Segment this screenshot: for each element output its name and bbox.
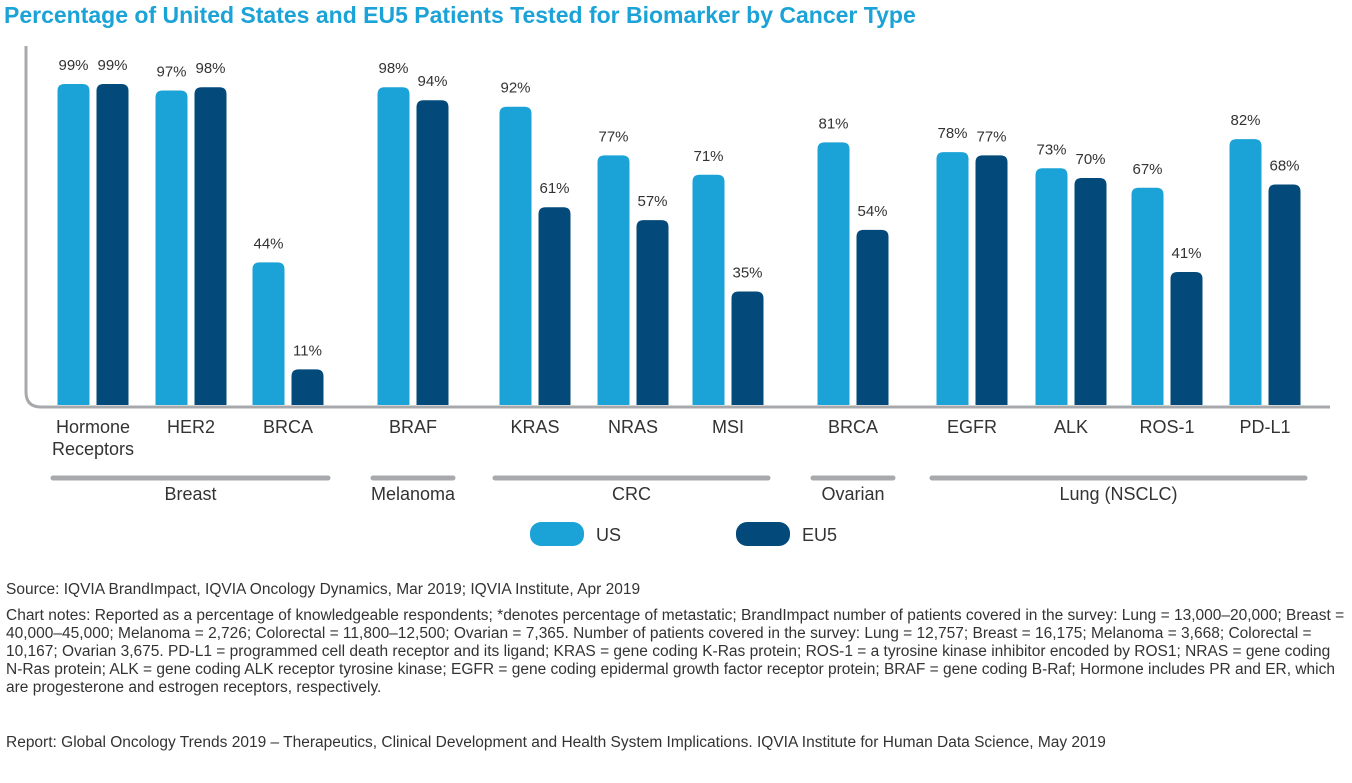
value-label-us-7: 81%: [818, 115, 848, 132]
bar-eu5-her2-1: [194, 87, 227, 405]
tick-label-0-0: Hormone: [56, 417, 130, 437]
bar-us-msi-6: [692, 174, 725, 405]
legend-label-us: US: [596, 525, 621, 545]
bar-us-pd-l1-11: [1229, 139, 1262, 405]
value-label-eu5-2: 11%: [293, 342, 322, 359]
value-label-eu5-11: 68%: [1269, 158, 1299, 175]
value-label-us-2: 44%: [253, 235, 283, 252]
value-label-us-11: 82%: [1230, 112, 1260, 129]
bar-us-kras-4: [499, 106, 532, 406]
value-label-us-10: 67%: [1132, 161, 1162, 178]
value-label-us-1: 97%: [156, 63, 186, 80]
bar-us-braf-3: [377, 87, 410, 405]
tick-label-1-0: HER2: [167, 417, 215, 437]
bar-eu5-brca-2: [291, 369, 324, 405]
tick-label-4-0: KRAS: [510, 417, 559, 437]
report-note: Report: Global Oncology Trends 2019 – Th…: [6, 734, 1106, 751]
tick-label-10-0: ROS-1: [1139, 417, 1194, 437]
bar-eu5-brca-7: [856, 229, 889, 405]
bar-us-hormone-receptors-0: [57, 84, 90, 405]
value-label-eu5-7: 54%: [857, 203, 887, 220]
chart-notes: Chart notes: Reported as a percentage of…: [6, 607, 1345, 696]
tick-label-7-0: BRCA: [828, 417, 878, 437]
value-label-us-0: 99%: [58, 57, 88, 74]
group-label-melanoma: Melanoma: [371, 484, 456, 504]
bar-us-brca-7: [817, 142, 850, 405]
legend-label-eu5: EU5: [802, 525, 837, 545]
value-label-eu5-5: 57%: [637, 193, 667, 210]
source-note: Source: IQVIA BrandImpact, IQVIA Oncolog…: [6, 581, 641, 598]
bar-us-nras-5: [597, 155, 630, 405]
value-label-eu5-8: 77%: [976, 128, 1006, 145]
bar-eu5-nras-5: [636, 220, 669, 405]
value-label-us-5: 77%: [598, 128, 628, 145]
group-label-lung-nsclc: Lung (NSCLC): [1059, 484, 1177, 504]
tick-label-11-0: PD-L1: [1239, 417, 1290, 437]
group-label-ovarian: Ovarian: [821, 484, 884, 504]
value-label-eu5-3: 94%: [417, 73, 447, 90]
group-label-crc: CRC: [612, 484, 651, 504]
tick-label-0-1: Receptors: [52, 439, 134, 459]
chart-title: Percentage of United States and EU5 Pati…: [4, 2, 916, 28]
group-label-breast: Breast: [164, 484, 216, 504]
value-label-us-8: 78%: [937, 125, 967, 142]
value-label-us-6: 71%: [693, 148, 723, 165]
bar-us-ros-1-10: [1131, 187, 1164, 405]
value-label-eu5-9: 70%: [1075, 151, 1105, 168]
value-label-eu5-4: 61%: [539, 180, 569, 197]
value-label-us-9: 73%: [1036, 141, 1066, 158]
value-label-eu5-6: 35%: [732, 265, 762, 282]
bar-eu5-hormone-receptors-0: [96, 84, 129, 405]
legend-swatch-eu5: [736, 522, 790, 546]
bar-eu5-braf-3: [416, 100, 449, 405]
bar-eu5-msi-6: [731, 291, 764, 405]
bar-us-alk-9: [1035, 168, 1068, 405]
tick-label-8-0: EGFR: [947, 417, 997, 437]
tick-label-2-0: BRCA: [263, 417, 313, 437]
chart-axis: [24, 46, 1330, 409]
bar-eu5-pd-l1-11: [1268, 184, 1301, 405]
value-label-eu5-10: 41%: [1171, 245, 1201, 262]
bar-eu5-ros-1-10: [1170, 272, 1203, 405]
legend-swatch-us: [530, 522, 584, 546]
bar-us-brca-2: [252, 262, 285, 405]
tick-label-3-0: BRAF: [389, 417, 437, 437]
bar-eu5-kras-4: [538, 207, 571, 405]
tick-label-9-0: ALK: [1054, 417, 1088, 437]
bar-eu5-egfr-8: [975, 155, 1008, 405]
bar-eu5-alk-9: [1074, 178, 1107, 405]
tick-label-5-0: NRAS: [608, 417, 658, 437]
value-label-us-3: 98%: [378, 60, 408, 77]
value-label-eu5-0: 99%: [97, 57, 127, 74]
bar-us-egfr-8: [936, 152, 969, 405]
tick-label-6-0: MSI: [712, 417, 744, 437]
value-label-eu5-1: 98%: [195, 60, 225, 77]
value-label-us-4: 92%: [500, 80, 530, 97]
bar-us-her2-1: [155, 90, 188, 405]
